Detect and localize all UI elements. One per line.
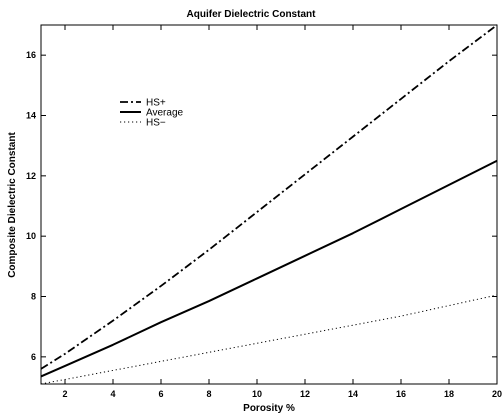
x-tick-label: 20 bbox=[492, 389, 502, 399]
x-axis-label: Porosity % bbox=[243, 403, 295, 413]
x-tick-label: 18 bbox=[444, 389, 454, 399]
series-line-dashdot bbox=[40, 24, 498, 370]
series-line-dotted bbox=[40, 294, 498, 385]
y-axis: 6 8 10 12 14 16 bbox=[26, 50, 497, 362]
x-tick-label: 4 bbox=[110, 389, 115, 399]
x-axis: 2 4 6 8 10 12 14 16 18 20 bbox=[62, 25, 502, 399]
legend-label: HS− bbox=[146, 118, 166, 129]
y-tick-label: 8 bbox=[31, 292, 36, 302]
y-tick-label: 16 bbox=[26, 50, 36, 60]
legend-label: Average bbox=[146, 108, 184, 119]
x-tick-label: 2 bbox=[62, 389, 67, 399]
x-tick-label: 16 bbox=[396, 389, 406, 399]
chart-title: Aquifer Dielectric Constant bbox=[187, 9, 317, 20]
x-tick-label: 14 bbox=[348, 389, 358, 399]
y-tick-label: 14 bbox=[26, 111, 36, 121]
y-tick-label: 10 bbox=[26, 231, 36, 241]
y-tick-label: 12 bbox=[26, 171, 36, 181]
x-tick-label: 12 bbox=[300, 389, 310, 399]
series-layer bbox=[40, 24, 498, 385]
plot-area bbox=[40, 24, 498, 385]
y-axis-label: Composite Dielectric Constant bbox=[7, 132, 18, 278]
series-line-solid bbox=[40, 159, 498, 378]
x-tick-label: 6 bbox=[158, 389, 163, 399]
x-tick-label: 8 bbox=[206, 389, 211, 399]
x-tick-label: 10 bbox=[252, 389, 262, 399]
y-tick-label: 6 bbox=[31, 352, 36, 362]
legend-label: HS+ bbox=[146, 98, 166, 109]
